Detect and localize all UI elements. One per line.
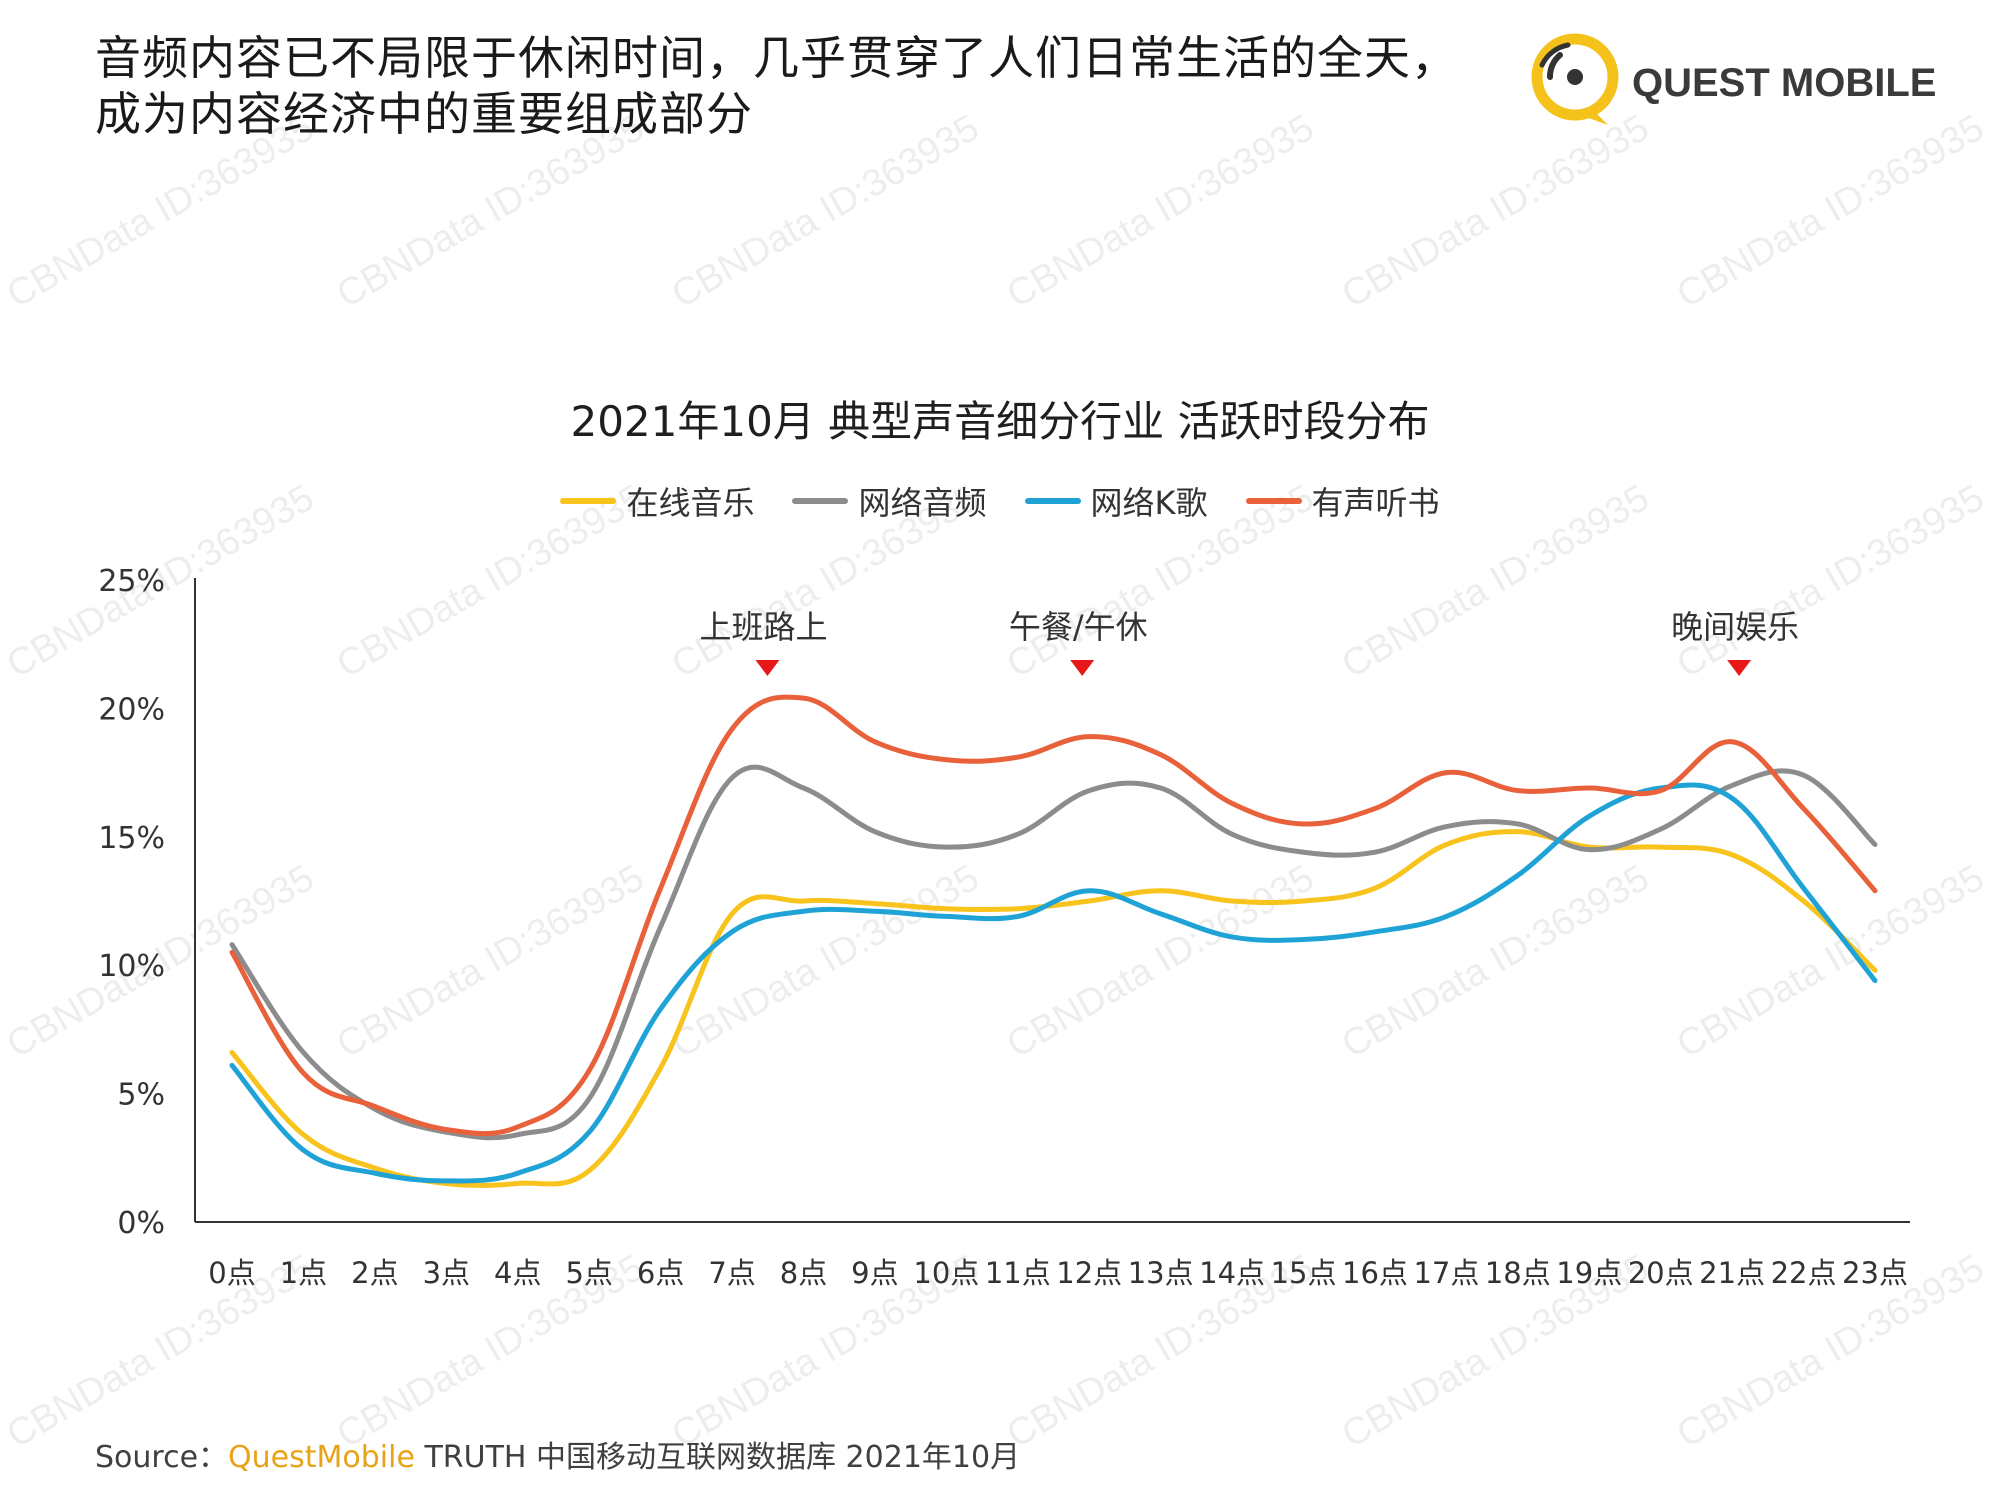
x-tick-label: 23点 bbox=[1842, 1256, 1908, 1290]
brand-name: QUEST MOBILE bbox=[1632, 61, 1937, 105]
source-brand: QuestMobile bbox=[228, 1440, 415, 1475]
legend-label: 在线音乐 bbox=[626, 484, 755, 522]
annotation-marker-icon bbox=[1070, 660, 1095, 676]
y-tick-label: 10% bbox=[98, 949, 165, 984]
page-title-line-1: 音频内容已不局限于休闲时间，几乎贯穿了人们日常生活的全天， bbox=[95, 31, 1458, 85]
x-tick-label: 10点 bbox=[913, 1256, 979, 1290]
x-tick-label: 4点 bbox=[494, 1256, 541, 1290]
x-tick-label: 17点 bbox=[1413, 1256, 1479, 1290]
legend-item-karaoke: 网络K歌 bbox=[1024, 478, 1208, 524]
x-tick-label: 22点 bbox=[1771, 1256, 1837, 1290]
y-tick-label: 0% bbox=[117, 1206, 165, 1241]
annotation-label: 上班路上 bbox=[699, 608, 827, 646]
legend-item-audiobook: 有声听书 bbox=[1245, 478, 1440, 524]
x-tick-label: 8点 bbox=[780, 1256, 827, 1290]
y-tick-label: 20% bbox=[98, 692, 165, 727]
brand-logo-icon bbox=[1531, 33, 1619, 125]
x-tick-label: 7点 bbox=[708, 1256, 755, 1290]
x-tick-label: 3点 bbox=[423, 1256, 470, 1290]
annotation-label: 午餐/午休 bbox=[1009, 608, 1148, 646]
source-note: Source：QuestMobile TRUTH 中国移动互联网数据库 2021… bbox=[95, 1432, 1020, 1476]
x-tick-label: 5点 bbox=[565, 1256, 612, 1290]
source-text: TRUTH 中国移动互联网数据库 2021年10月 bbox=[414, 1440, 1021, 1475]
legend-swatch bbox=[1245, 498, 1302, 504]
legend-item-online-music: 在线音乐 bbox=[560, 478, 754, 524]
x-tick-label: 20点 bbox=[1628, 1256, 1694, 1290]
legend-swatch bbox=[560, 498, 617, 504]
legend-swatch bbox=[792, 498, 849, 504]
x-tick-label: 14点 bbox=[1199, 1256, 1265, 1290]
annotation-marker-icon bbox=[755, 660, 780, 676]
x-tick-label: 9点 bbox=[851, 1256, 898, 1290]
y-tick-label: 5% bbox=[117, 1078, 165, 1113]
y-tick-label: 15% bbox=[98, 821, 165, 856]
series-line-3 bbox=[229, 694, 1878, 1137]
x-tick-label: 19点 bbox=[1556, 1256, 1622, 1290]
page-title: 音频内容已不局限于休闲时间，几乎贯穿了人们日常生活的全天， 成为内容经济中的重要… bbox=[95, 30, 1545, 142]
series-line-1 bbox=[229, 764, 1878, 1141]
x-tick-label: 1点 bbox=[280, 1256, 327, 1290]
brand-logo: QUEST MOBILE bbox=[1520, 25, 1936, 135]
page-title-line-2: 成为内容经济中的重要组成部分 bbox=[95, 87, 753, 141]
x-tick-label: 16点 bbox=[1342, 1256, 1408, 1290]
y-tick-label: 25% bbox=[98, 564, 165, 599]
x-tick-label: 12点 bbox=[1056, 1256, 1122, 1290]
legend-label: 网络音频 bbox=[858, 484, 987, 522]
x-tick-label: 0点 bbox=[208, 1256, 255, 1290]
x-tick-label: 15点 bbox=[1271, 1256, 1337, 1290]
annotation-label: 晚间娱乐 bbox=[1671, 608, 1799, 646]
series-line-2 bbox=[229, 782, 1878, 1184]
x-tick-label: 11点 bbox=[985, 1256, 1051, 1290]
legend-label: 网络K歌 bbox=[1090, 484, 1208, 522]
chart-title: 2021年10月 典型声音细分行业 活跃时段分布 bbox=[570, 397, 1430, 446]
x-tick-label: 18点 bbox=[1485, 1256, 1551, 1290]
x-tick-label: 6点 bbox=[637, 1256, 684, 1290]
annotation-marker-icon bbox=[1727, 660, 1752, 676]
x-tick-label: 2点 bbox=[351, 1256, 398, 1290]
legend-label: 有声听书 bbox=[1311, 484, 1440, 522]
legend-swatch bbox=[1024, 498, 1081, 504]
x-tick-label: 13点 bbox=[1128, 1256, 1194, 1290]
source-prefix: Source： bbox=[95, 1440, 229, 1475]
x-tick-label: 21点 bbox=[1699, 1256, 1765, 1290]
legend-item-net-audio: 网络音频 bbox=[792, 478, 987, 524]
line-chart: 0%5%10%15%20%25%0点 1点 2点 3点 4点 5点 6点 7点 8点 9点 10点 1… bbox=[98, 564, 1910, 1290]
chart-legend: 在线音乐 网络音频 网络K歌 有声听书 bbox=[0, 478, 2000, 524]
